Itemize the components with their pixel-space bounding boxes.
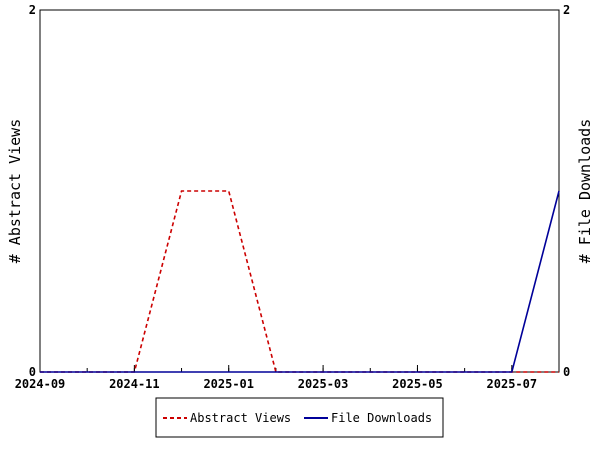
legend-label-abstract-views: Abstract Views xyxy=(190,411,291,425)
x-tick-label: 2025-05 xyxy=(392,377,443,391)
y-right-tick-label: 0 xyxy=(563,365,570,379)
y-right-tick-label: 2 xyxy=(563,3,570,17)
legend: Abstract Views File Downloads xyxy=(155,397,444,438)
y-right-axis-title: # File Downloads xyxy=(576,119,594,264)
legend-label-file-downloads: File Downloads xyxy=(331,411,432,425)
x-tick-label: 2025-03 xyxy=(298,377,349,391)
axes: 2024-09 2024-11 2025-01 2025-03 2025-05 2025-… xyxy=(15,3,571,391)
legend-box xyxy=(155,397,444,438)
x-tick-label: 2025-07 xyxy=(487,377,538,391)
plot-area xyxy=(39,9,560,373)
x-tick-label: 2024-09 xyxy=(15,377,66,391)
y-left-tick-label: 2 xyxy=(29,3,36,17)
x-tick-label: 2025-01 xyxy=(203,377,254,391)
x-tick-label: 2024-11 xyxy=(109,377,160,391)
plot-frame xyxy=(39,9,560,373)
y-left-axis-title: # Abstract Views xyxy=(6,119,24,264)
y-left-tick-label: 0 xyxy=(29,365,36,379)
series-line-file-downloads xyxy=(40,190,560,373)
series-layer xyxy=(40,190,560,373)
